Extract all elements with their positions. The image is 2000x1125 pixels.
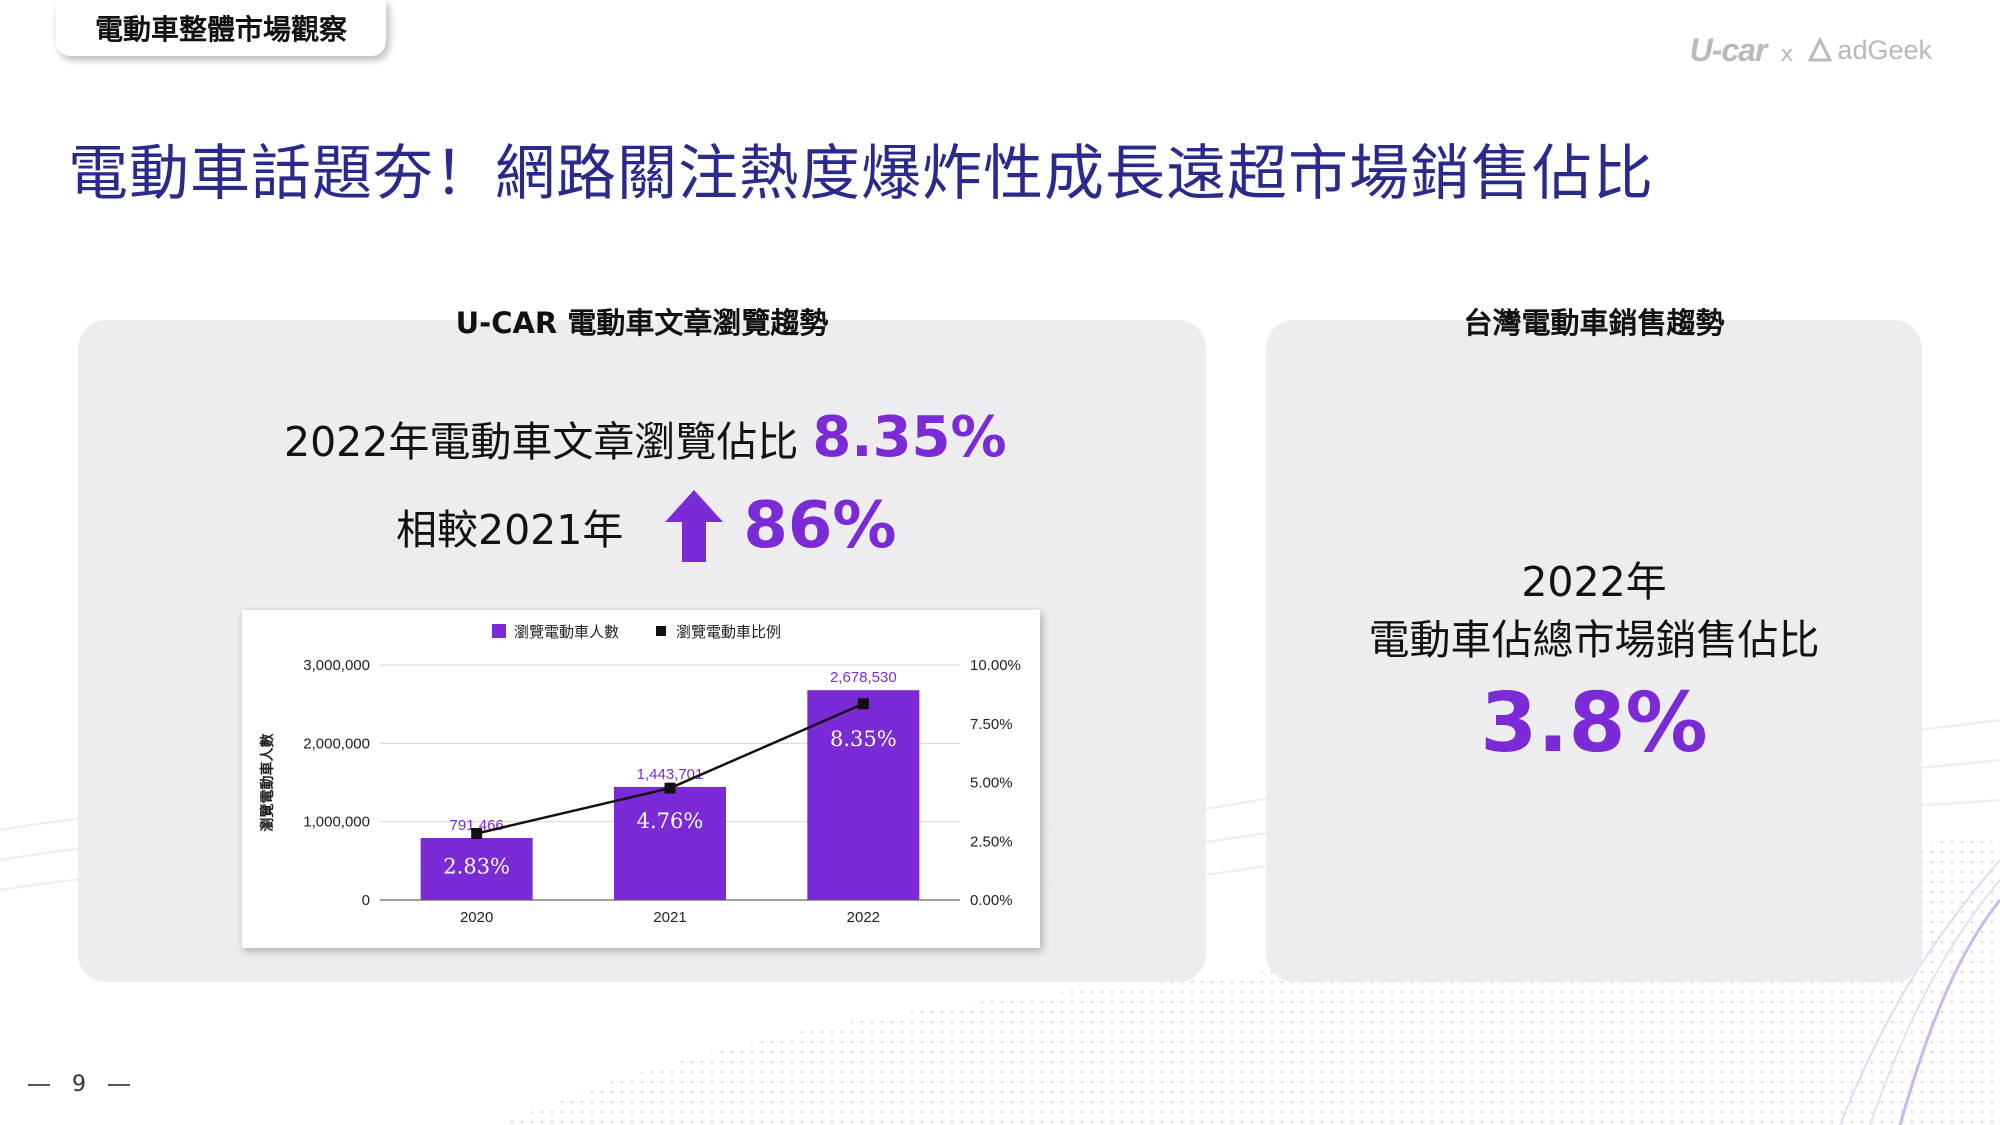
bar [420, 838, 533, 900]
combo-chart: 0 1,000,000 2,000,000 3,000,000 0.00% 2.50% 5.… [259, 624, 1021, 926]
y-tick-label: 2,000,000 [303, 735, 370, 752]
y-axis-label: 瀏覽電動車人數 [259, 734, 275, 832]
line-point [857, 698, 869, 710]
line-value-label: 4.76% [637, 809, 704, 833]
y2-tick-label: 10.00% [970, 657, 1021, 674]
kpi-growth-value: 86% [743, 489, 897, 563]
line-value-label: 8.35% [830, 727, 897, 751]
right-panel-title: 台灣電動車銷售趨勢 [1463, 306, 1725, 340]
section-tab: 電動車整體市場觀察 [56, 0, 386, 56]
line-point [664, 782, 676, 794]
right-panel [1266, 320, 1922, 982]
bar [807, 690, 920, 900]
bar-value-label: 2,678,530 [830, 669, 897, 686]
kpi-growth-label: 相較2021年 [396, 506, 624, 554]
adgeek-logo: adGeek [1807, 35, 1932, 66]
legend-label-line: 瀏覽電動車比例 [676, 624, 781, 641]
kpi-share: 2022年電動車文章瀏覽佔比 8.35% [284, 405, 1007, 470]
logo-separator: x [1780, 41, 1794, 67]
page-number: 9 [28, 1072, 130, 1097]
right-label-desc: 電動車佔總市場銷售佔比 [1368, 616, 1820, 664]
kpi-share-label: 2022年電動車文章瀏覽佔比 [284, 418, 799, 466]
page-dash-right [108, 1083, 130, 1086]
bar-value-label: 1,443,701 [637, 766, 704, 783]
page-number-text: 9 [72, 1072, 86, 1097]
x-tick-label: 2022 [847, 909, 880, 926]
adgeek-mark-icon [1807, 37, 1833, 62]
y2-tick-label: 5.00% [970, 775, 1013, 792]
bar [614, 786, 726, 900]
kpi-share-value: 8.35% [812, 405, 1007, 470]
brand-logos: U-car x adGeek [1690, 30, 1932, 70]
chart-card: 0 1,000,000 2,000,000 3,000,000 0.00% 2.50% 5.… [242, 610, 1040, 948]
y2-tick-label: 2.50% [970, 833, 1013, 850]
legend-swatch-line [656, 626, 666, 636]
legend-label-bar: 瀏覽電動車人數 [514, 624, 619, 641]
x-tick-label: 2021 [653, 909, 686, 926]
legend-swatch-bar [492, 624, 506, 638]
y-tick-label: 1,000,000 [303, 814, 370, 831]
page-dash-left [28, 1083, 50, 1086]
x-tick-label: 2020 [460, 909, 493, 926]
line-point [471, 827, 483, 839]
line-value-label: 2.83% [443, 854, 510, 878]
page-title: 電動車話題夯！網路關注熱度爆炸性成長遠超市場銷售佔比 [68, 139, 1654, 209]
left-panel-title: U-CAR 電動車文章瀏覽趨勢 [455, 306, 829, 340]
y-tick-label: 0 [362, 892, 370, 909]
right-share-value: 3.8% [1480, 676, 1708, 771]
y-tick-label: 3,000,000 [303, 657, 370, 674]
y2-tick-label: 0.00% [970, 892, 1013, 909]
up-arrow-icon [665, 490, 724, 562]
ucar-logo: U-car [1689, 31, 1768, 68]
adgeek-logo-text: adGeek [1837, 34, 1932, 65]
right-label-year: 2022年 [1521, 558, 1667, 606]
y2-tick-label: 7.50% [970, 716, 1013, 733]
kpi-growth: 相較2021年 86% [396, 488, 897, 564]
